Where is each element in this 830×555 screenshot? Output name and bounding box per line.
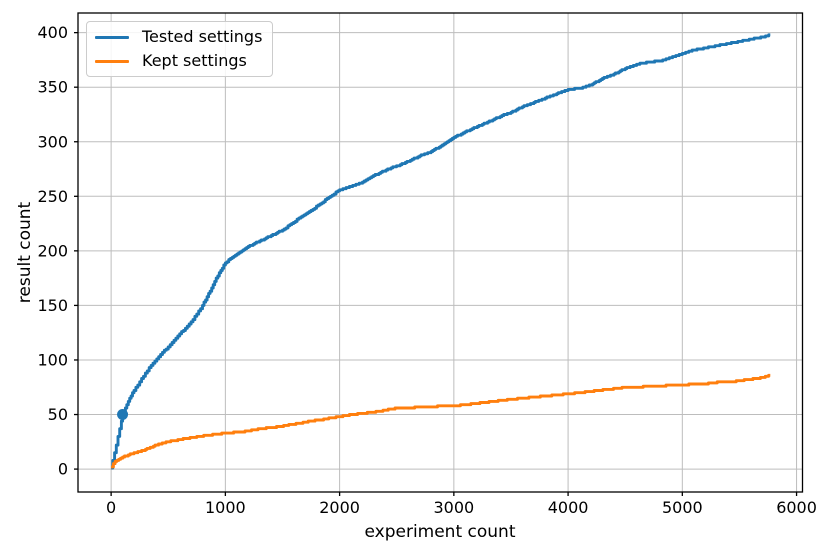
legend-item-kept-settings: Kept settings bbox=[95, 51, 262, 71]
x-tick-label: 5000 bbox=[662, 498, 703, 517]
x-axis-label: experiment count bbox=[364, 522, 515, 542]
y-axis-label: result count bbox=[15, 201, 35, 303]
legend-item-tested-settings: Tested settings bbox=[95, 27, 262, 47]
y-tick-label: 350 bbox=[37, 78, 68, 97]
x-tick-label: 1000 bbox=[205, 498, 246, 517]
x-tick-label: 2000 bbox=[319, 498, 360, 517]
x-tick-label: 6000 bbox=[776, 498, 817, 517]
y-tick-label: 200 bbox=[37, 241, 68, 260]
x-tick-label: 3000 bbox=[433, 498, 474, 517]
axes-spines bbox=[77, 12, 804, 493]
tested-settings-line-swatch bbox=[95, 35, 129, 39]
x-tick-label: 4000 bbox=[548, 498, 589, 517]
kept-settings-line-swatch bbox=[95, 59, 129, 63]
y-tick-label: 0 bbox=[58, 460, 68, 479]
axes-layer bbox=[77, 12, 804, 493]
y-tick-label: 250 bbox=[37, 187, 68, 206]
legend: Tested settings Kept settings bbox=[86, 21, 274, 77]
legend-label-kept-settings: Kept settings bbox=[142, 51, 247, 70]
series-layer bbox=[111, 33, 771, 470]
x-tick-label: 0 bbox=[106, 498, 116, 517]
y-tick-label: 300 bbox=[37, 132, 68, 151]
highlight-marker bbox=[117, 409, 129, 421]
ticks-layer: 0 1000 2000 3000 4000 5000 6000 0 50 100 150 200 250… bbox=[37, 23, 816, 517]
y-tick-label: 100 bbox=[37, 350, 68, 369]
y-tick-label: 50 bbox=[48, 405, 68, 424]
y-tick-label: 150 bbox=[37, 296, 68, 315]
grid-layer bbox=[78, 13, 803, 492]
y-tick-label: 400 bbox=[37, 23, 68, 42]
series-line-kept-settings bbox=[111, 373, 771, 469]
legend-label-tested-settings: Tested settings bbox=[142, 27, 263, 46]
series-line-tested-settings bbox=[111, 33, 771, 470]
